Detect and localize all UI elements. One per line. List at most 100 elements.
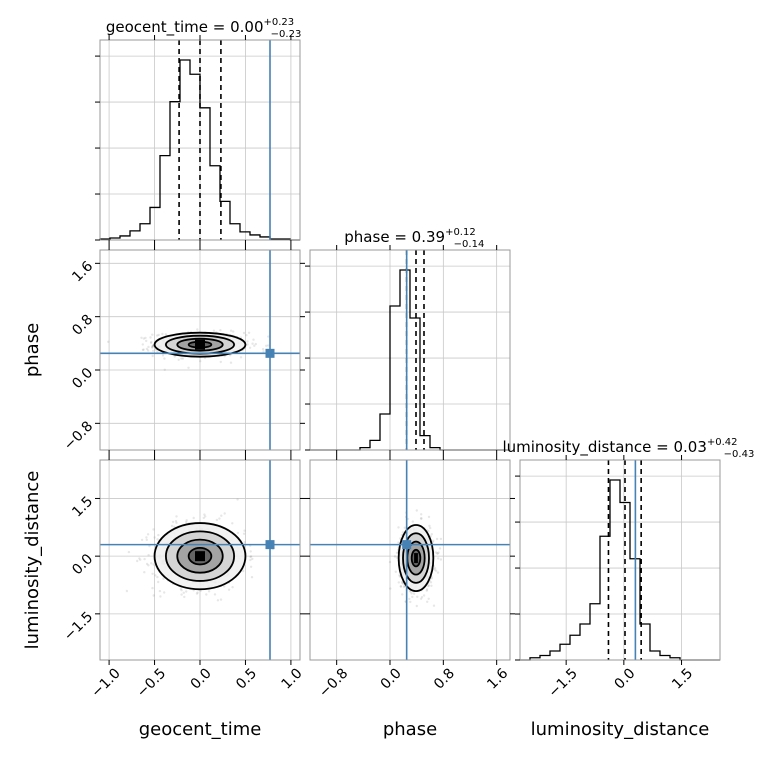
- scatter-point-1-670: [202, 516, 205, 520]
- scatter-point-1-405: [185, 590, 188, 593]
- scatter-point-0-382: [219, 360, 222, 364]
- scatter-point-1-686: [170, 524, 174, 528]
- title-luminosity-distance: luminosity_distance = 0.03+0.42: [502, 437, 737, 457]
- scatter-point-2-262: [425, 588, 429, 591]
- scatter-point-1-660: [236, 531, 240, 535]
- scatter-point-1-279: [127, 550, 131, 554]
- scatter-point-1-606: [196, 591, 199, 594]
- scatter-point-1-264: [251, 557, 254, 561]
- scatter-point-2-286: [399, 585, 402, 588]
- title-luminosity-distance-main: luminosity_distance = 0.03: [502, 438, 706, 457]
- scatter-point-1-72: [183, 595, 186, 599]
- scatter-point-1-291: [145, 536, 148, 539]
- scatter-point-0-639: [265, 344, 268, 347]
- scatter-point-2-3: [411, 595, 414, 599]
- scatter-point-1-679: [203, 513, 206, 516]
- y-tick-label-phase-1: 0.0: [69, 365, 96, 392]
- scatter-point-0-437: [177, 358, 180, 361]
- scatter-point-1-193: [236, 498, 239, 501]
- scatter-point-2-328: [420, 596, 424, 599]
- scatter-point-1-651: [250, 576, 254, 579]
- density-peak-2: [414, 553, 418, 564]
- scatter-point-2-99: [395, 551, 399, 554]
- scatter-point-0-626: [187, 366, 190, 369]
- scatter-point-2-100: [434, 551, 438, 554]
- scatter-point-1-223: [146, 533, 150, 536]
- scatter-point-2-519: [437, 551, 440, 554]
- scatter-point-2-304: [420, 517, 423, 520]
- scatter-point-2-563: [394, 570, 397, 573]
- scatter-point-0-428: [151, 344, 155, 348]
- x-tick-label-geocent_time-4: 1.0: [279, 665, 306, 692]
- scatter-point-2-388: [415, 509, 418, 512]
- scatter-point-0-599: [267, 344, 270, 347]
- scatter-point-2-107: [411, 520, 414, 523]
- scatter-point-2-249: [437, 557, 440, 560]
- scatter-point-1-480: [185, 519, 188, 522]
- x-tick-label-phase-2: 0.8: [431, 665, 458, 692]
- scatter-point-1-473: [152, 594, 155, 597]
- title-phase-sup: +0.12: [445, 227, 476, 238]
- scatter-point-2-686: [438, 547, 442, 550]
- scatter-point-0-289: [141, 343, 144, 346]
- x-tick-label-geocent_time-3: 0.5: [233, 665, 260, 692]
- scatter-point-2-471: [426, 600, 429, 603]
- scatter-point-2-331: [427, 597, 430, 600]
- scatter-point-2-538: [425, 589, 428, 592]
- panel-frame-2-1: [309, 459, 511, 661]
- scatter-point-1-484: [231, 522, 234, 525]
- scatter-point-1-562: [213, 593, 217, 596]
- scatter-point-2-587: [428, 524, 431, 528]
- scatter-point-0-221: [219, 329, 222, 332]
- scatter-point-0-439: [232, 330, 235, 333]
- scatter-point-2-187: [427, 584, 430, 587]
- contour-0-0: [153, 331, 247, 358]
- scatter-point-2-642: [403, 526, 406, 529]
- y-axis-label-phase: phase: [22, 323, 43, 377]
- scatter-point-1-537: [157, 533, 160, 537]
- scatter-point-1-551: [152, 528, 155, 531]
- scatter-point-1-532: [180, 589, 183, 592]
- scatter-point-0-248: [149, 336, 152, 339]
- scatter-point-2-324: [395, 556, 399, 559]
- scatter-point-1-567: [125, 589, 129, 593]
- scatter-point-1-212: [182, 591, 185, 594]
- scatter-point-1-309: [147, 564, 150, 567]
- scatter-point-1-145: [219, 598, 223, 601]
- scatter-point-2-415: [416, 595, 419, 598]
- scatter-point-1-616: [174, 520, 178, 523]
- density-peak-1: [195, 551, 205, 562]
- scatter-point-1-619: [242, 532, 246, 535]
- scatter-point-0-643: [145, 339, 148, 343]
- scatter-point-2-557: [401, 581, 404, 584]
- scatter-point-2-383: [397, 541, 400, 544]
- scatter-point-1-53: [151, 586, 154, 590]
- scatter-point-1-157: [156, 538, 159, 541]
- scatter-point-0-333: [151, 346, 154, 349]
- scatter-point-1-602: [180, 593, 183, 596]
- scatter-point-1-508: [179, 587, 182, 591]
- scatter-point-1-467: [147, 553, 150, 557]
- x-tick-label-luminosity_distance-0: −1.5: [546, 665, 581, 700]
- scatter-point-0-115: [251, 342, 254, 345]
- scatter-point-0-443: [239, 356, 243, 359]
- scatter-point-1-511: [195, 592, 199, 595]
- scatter-point-1-254: [157, 580, 160, 584]
- title-geocent-time: geocent_time = 0.00+0.23: [106, 17, 294, 37]
- scatter-point-0-654: [151, 345, 154, 348]
- scatter-point-1-478: [207, 590, 211, 593]
- scatter-point-0-420: [180, 357, 183, 360]
- scatter-point-1-636: [204, 515, 207, 518]
- scatter-point-0-543: [267, 335, 270, 338]
- scatter-point-0-673: [245, 334, 248, 337]
- contour-0-2: [176, 337, 224, 352]
- scatter-point-2-529: [430, 533, 433, 536]
- scatter-point-2-169: [427, 515, 431, 519]
- scatter-point-1-496: [205, 593, 208, 596]
- scatter-point-2-410: [433, 567, 437, 570]
- title-phase-main: phase = 0.39: [344, 228, 445, 246]
- scatter-point-0-240: [142, 348, 145, 351]
- scatter-point-2-588: [415, 604, 418, 608]
- scatter-point-2-70: [427, 530, 430, 533]
- scatter-point-2-204: [401, 593, 404, 596]
